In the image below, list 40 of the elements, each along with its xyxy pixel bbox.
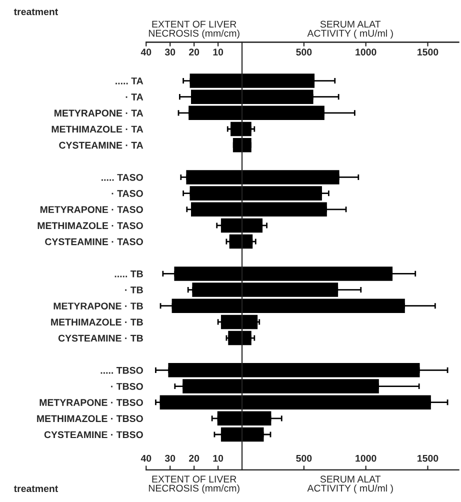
y-tick-label: METHIMAZOLE · TASO — [38, 222, 143, 230]
y-tick-label: ..... TB — [114, 270, 143, 278]
x-tick-label: 10 — [213, 454, 224, 462]
y-tick-label: · TBSO — [111, 382, 143, 390]
y-tick-label: METHIMAZOLE · TA — [52, 126, 144, 133]
x2-tick-label: 20 — [189, 48, 200, 56]
y-tick-label: · TASO — [112, 190, 143, 197]
y-tick-label: METYRAPONE · TB — [54, 302, 143, 310]
y-tick-label: · TA — [126, 94, 144, 100]
y-tick-label: CYSTEAMINE · TBSO — [44, 431, 143, 438]
y-tick-label: ..... TASO — [102, 174, 143, 181]
y-tick-label: METYRAPONE · TBSO — [40, 399, 143, 406]
y-tick-label: METYRAPONE · TA — [54, 110, 144, 117]
x-tick-label: 30 — [164, 454, 176, 462]
x2-axis-title: SERUM ALAT ACTIVITY ( mU/ml ) — [307, 20, 393, 39]
x-tick-label: 1500 — [418, 454, 438, 462]
y-tick-label: CYSTEAMINE · TB — [58, 334, 143, 342]
text: treatment — [14, 8, 58, 16]
y-tick-label: METHIMAZOLE · TB — [51, 318, 143, 326]
x-axis-title: SERUM ALAT ACTIVITY ( mU/ml ) — [307, 476, 393, 494]
x-tick-label: 1000 — [356, 454, 376, 462]
x2-tick-label: 1000 — [356, 48, 376, 56]
y-tick-label: CYSTEAMINE · TA — [59, 142, 144, 149]
x2-tick-label: 500 — [296, 48, 312, 56]
x2-tick-label: 40 — [140, 48, 152, 56]
y-tick-label: CYSTEAMINE · TASO — [45, 238, 143, 246]
x2-axis-title: EXTENT OF LIVER NECROSIS (mm/cm) — [148, 20, 240, 39]
y-tick-label: ..... TA — [116, 78, 144, 84]
y-tick-label: METYRAPONE · TASO — [40, 206, 143, 214]
x-tick-label: 40 — [140, 454, 152, 462]
y-tick-label: METHIMAZOLE · TBSO — [37, 415, 143, 422]
x-axis-title: EXTENT OF LIVER NECROSIS (mm/cm) — [148, 476, 240, 494]
x2-tick-label: 10 — [213, 48, 224, 56]
y-tick-label: ..... TBSO — [100, 366, 143, 374]
x2-tick-label: 30 — [164, 48, 176, 56]
y-axis-title: treatment — [14, 486, 58, 492]
x-tick-label: 500 — [296, 454, 312, 462]
x2-tick-label: 1500 — [418, 48, 438, 56]
x-tick-label: 20 — [189, 454, 200, 462]
y-tick-label: · TB — [125, 286, 143, 294]
